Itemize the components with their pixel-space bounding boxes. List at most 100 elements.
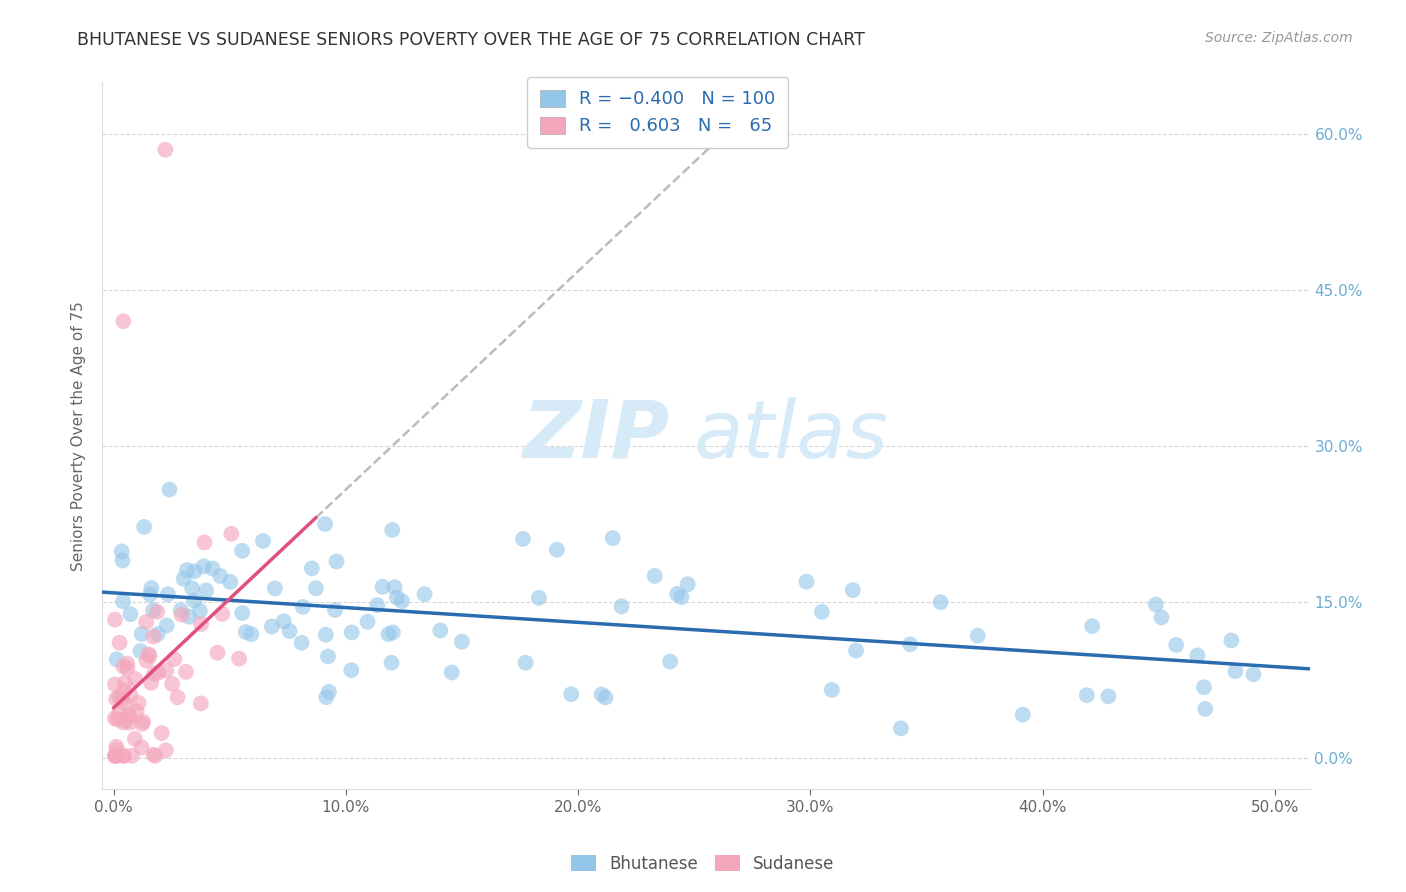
Point	[193, 559, 215, 574]
Point	[143, 748, 166, 763]
Point	[305, 581, 328, 595]
Point	[1194, 702, 1216, 716]
Point	[141, 581, 163, 595]
Point	[291, 636, 314, 650]
Point	[176, 563, 198, 577]
Text: BHUTANESE VS SUDANESE SENIORS POVERTY OVER THE AGE OF 75 CORRELATION CHART: BHUTANESE VS SUDANESE SENIORS POVERTY OV…	[77, 31, 865, 49]
Point	[108, 636, 131, 650]
Point	[104, 711, 127, 725]
Point	[105, 739, 128, 754]
Point	[155, 743, 177, 757]
Point	[112, 594, 135, 608]
Point	[676, 577, 699, 591]
Point	[221, 526, 243, 541]
Point	[190, 617, 212, 632]
Point	[314, 516, 336, 531]
Point	[219, 574, 242, 589]
Point	[842, 583, 865, 598]
Point	[644, 569, 666, 583]
Point	[138, 648, 160, 663]
Point	[173, 572, 195, 586]
Point	[898, 637, 921, 651]
Point	[209, 569, 232, 583]
Point	[124, 731, 146, 746]
Point	[429, 624, 451, 638]
Point	[112, 659, 135, 673]
Point	[252, 533, 274, 548]
Point	[821, 682, 844, 697]
Point	[183, 565, 205, 579]
Point	[183, 593, 205, 607]
Point	[413, 587, 436, 601]
Point	[160, 677, 183, 691]
Point	[371, 580, 394, 594]
Point	[139, 676, 162, 690]
Point	[114, 675, 136, 690]
Point	[659, 655, 682, 669]
Point	[142, 630, 165, 644]
Point	[515, 656, 537, 670]
Point	[111, 553, 134, 567]
Point	[1150, 610, 1173, 624]
Point	[111, 544, 134, 558]
Point	[391, 594, 413, 608]
Point	[381, 625, 404, 640]
Point	[228, 651, 250, 665]
Point	[380, 656, 402, 670]
Point	[560, 687, 582, 701]
Point	[188, 604, 211, 618]
Point	[377, 627, 399, 641]
Point	[142, 603, 165, 617]
Point	[315, 628, 337, 642]
Point	[118, 709, 141, 723]
Point	[384, 580, 406, 594]
Point	[356, 615, 378, 629]
Point	[132, 714, 155, 729]
Point	[301, 561, 323, 575]
Point	[159, 483, 181, 497]
Point	[146, 605, 169, 619]
Point	[104, 613, 127, 627]
Point	[138, 648, 160, 662]
Point	[120, 715, 142, 730]
Point	[115, 714, 138, 728]
Point	[602, 531, 624, 545]
Point	[1187, 648, 1209, 663]
Point	[156, 587, 179, 601]
Point	[112, 683, 135, 698]
Point	[340, 663, 363, 677]
Point	[190, 697, 212, 711]
Point	[1144, 598, 1167, 612]
Legend: R = −0.400   N = 100, R =   0.603   N =   65: R = −0.400 N = 100, R = 0.603 N = 65	[527, 77, 789, 148]
Point	[156, 618, 179, 632]
Point	[104, 677, 127, 691]
Y-axis label: Seniors Poverty Over the Age of 75: Seniors Poverty Over the Age of 75	[72, 301, 86, 571]
Point	[231, 544, 253, 558]
Point	[1011, 707, 1033, 722]
Point	[610, 599, 633, 614]
Point	[104, 748, 127, 763]
Point	[120, 688, 142, 702]
Point	[811, 605, 834, 619]
Point	[207, 646, 229, 660]
Point	[155, 664, 177, 678]
Point	[1243, 667, 1265, 681]
Point	[142, 747, 165, 762]
Point	[381, 523, 404, 537]
Point	[131, 740, 153, 755]
Point	[1081, 619, 1104, 633]
Text: Source: ZipAtlas.com: Source: ZipAtlas.com	[1205, 31, 1353, 45]
Point	[105, 652, 128, 666]
Point	[1225, 664, 1247, 678]
Point	[366, 598, 388, 612]
Point	[1097, 690, 1119, 704]
Point	[135, 654, 157, 668]
Text: ZIP: ZIP	[522, 397, 669, 475]
Point	[112, 748, 135, 763]
Point	[260, 619, 283, 633]
Point	[451, 634, 474, 648]
Point	[440, 665, 463, 680]
Point	[108, 690, 131, 704]
Point	[1166, 638, 1188, 652]
Point	[929, 595, 952, 609]
